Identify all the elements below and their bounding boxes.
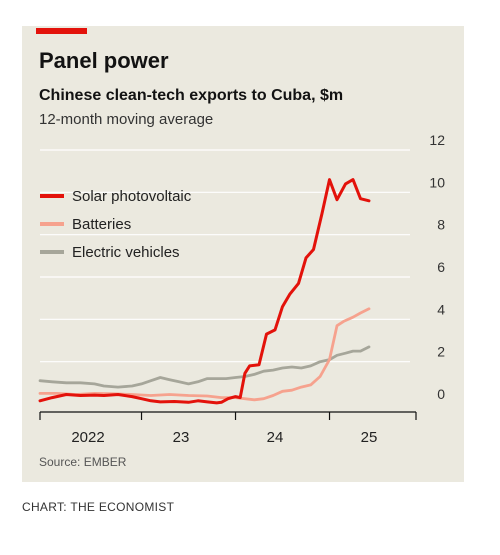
series-line-solar-photovoltaic xyxy=(38,178,371,405)
chart-note: 12-month moving average xyxy=(39,111,214,128)
x-tick-label: 24 xyxy=(267,429,284,446)
y-tick-label: 0 xyxy=(437,386,445,402)
x-axis: 2022 23 24 25 xyxy=(39,411,417,446)
y-tick-label: 6 xyxy=(437,259,445,275)
x-tick-label: 25 xyxy=(361,429,378,446)
chart-credit: CHART: THE ECONOMIST xyxy=(22,500,175,514)
source-note: Source: EMBER xyxy=(39,455,127,469)
series-line-batteries xyxy=(38,307,371,402)
y-tick-label: 4 xyxy=(437,301,445,317)
series-line-electric-vehicles xyxy=(38,345,371,389)
y-tick-label: 8 xyxy=(437,217,445,233)
x-tick-label: 23 xyxy=(173,429,190,446)
y-tick-label: 10 xyxy=(429,174,445,190)
series-lines xyxy=(38,178,371,405)
legend-label: Solar photovoltaic xyxy=(72,188,192,205)
chart-subtitle: Chinese clean-tech exports to Cuba, $m xyxy=(39,87,344,104)
gridlines xyxy=(40,149,410,363)
accent-bar xyxy=(36,28,87,34)
chart-panel xyxy=(22,26,464,482)
legend-label: Electric vehicles xyxy=(72,244,180,261)
y-tick-labels: 0 2 4 6 8 10 12 xyxy=(429,132,445,402)
y-tick-label: 2 xyxy=(437,344,445,360)
y-tick-label: 12 xyxy=(429,132,445,148)
chart-title: Panel power xyxy=(39,48,169,73)
legend: Solar photovoltaic Batteries Electric vehi… xyxy=(40,188,192,261)
legend-label: Batteries xyxy=(72,216,131,233)
x-tick-label: 2022 xyxy=(71,429,104,446)
